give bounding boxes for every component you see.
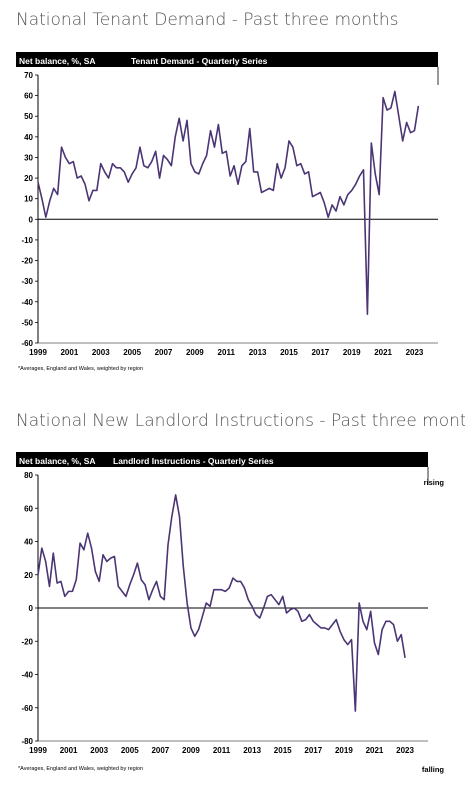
- chart-header-title: Tenant Demand - Quarterly Series: [131, 56, 268, 66]
- tenant-demand-chart-panel: Net balance, %, SA Tenant Demand - Quarte…: [16, 52, 446, 382]
- section-title-tenant-demand: National Tenant Demand - Past three mont…: [16, 10, 399, 30]
- x-tick-label: 2005: [123, 348, 141, 357]
- landlord-instructions-chart-panel: Net balance, %, SA Landlord Instructions …: [16, 452, 446, 787]
- y-tick-label: 10: [24, 195, 33, 204]
- chart-footnote: *Averages, England and Wales, weighted b…: [18, 366, 143, 372]
- x-tick-label: 2011: [218, 348, 236, 357]
- chart-header-title: Landlord Instructions - Quarterly Series: [113, 456, 274, 466]
- y-tick-label: -50: [21, 318, 33, 327]
- chart-header-left-label: Net balance, %, SA: [19, 456, 96, 466]
- x-tick-label: 1999: [29, 746, 47, 755]
- chart-svg: Net balance, %, SA Landlord Instructions …: [16, 452, 445, 774]
- y-tick-label: -80: [21, 737, 33, 746]
- rising-label: rising: [424, 478, 445, 487]
- x-tick-label: 2003: [90, 746, 108, 755]
- y-tick-label: -60: [21, 704, 33, 713]
- y-tick-label: 60: [24, 92, 33, 101]
- x-tick-label: 2021: [366, 746, 384, 755]
- chart-header-bar: [16, 52, 438, 67]
- y-tick-label: -20: [21, 637, 33, 646]
- chart-footnote: *Averages, England and Wales, weighted b…: [18, 766, 143, 772]
- y-tick-label: 70: [24, 71, 33, 80]
- section-title-landlord-instructions: National New Landlord Instructions - Pas…: [16, 411, 465, 431]
- x-tick-label: 2017: [304, 746, 322, 755]
- y-tick-label: 40: [24, 538, 33, 547]
- chart-header-bar: [16, 452, 428, 467]
- x-tick-label: 2009: [182, 746, 200, 755]
- x-tick-label: 2015: [274, 746, 292, 755]
- x-tick-label: 2023: [396, 746, 414, 755]
- x-tick-label: 2023: [406, 348, 424, 357]
- x-tick-label: 2019: [343, 348, 361, 357]
- chart-header-left-label: Net balance, %, SA: [19, 56, 96, 66]
- x-tick-label: 2021: [374, 348, 392, 357]
- x-tick-label: 1999: [29, 348, 47, 357]
- x-tick-label: 2003: [92, 348, 110, 357]
- y-tick-label: -40: [21, 671, 33, 680]
- x-tick-label: 2015: [280, 348, 298, 357]
- y-tick-label: 80: [24, 471, 33, 480]
- series-line: [37, 90, 420, 315]
- x-tick-label: 2011: [213, 746, 231, 755]
- x-tick-label: 2005: [121, 746, 139, 755]
- y-tick-label: -10: [21, 236, 33, 245]
- x-tick-label: 2009: [186, 348, 204, 357]
- y-tick-label: -60: [21, 339, 33, 348]
- falling-label: falling: [422, 765, 445, 774]
- y-tick-label: 60: [24, 504, 33, 513]
- x-tick-label: 2007: [151, 746, 169, 755]
- series-line: [37, 494, 406, 712]
- y-tick-label: -30: [21, 277, 33, 286]
- y-tick-label: -20: [21, 257, 33, 266]
- x-tick-label: 2019: [335, 746, 353, 755]
- y-tick-label: 30: [24, 153, 33, 162]
- y-tick-label: 0: [29, 604, 34, 613]
- x-tick-label: 2013: [249, 348, 267, 357]
- y-tick-label: 40: [24, 133, 33, 142]
- y-tick-label: 0: [29, 215, 34, 224]
- x-tick-label: 2013: [243, 746, 261, 755]
- x-tick-label: 2007: [155, 348, 173, 357]
- x-tick-label: 2001: [60, 348, 78, 357]
- y-tick-label: 20: [24, 174, 33, 183]
- y-tick-label: -40: [21, 298, 33, 307]
- x-tick-label: 2017: [311, 348, 329, 357]
- x-tick-label: 2001: [60, 746, 78, 755]
- y-tick-label: 20: [24, 571, 33, 580]
- chart-svg: Net balance, %, SA Tenant Demand - Quarte…: [16, 52, 439, 372]
- y-tick-label: 50: [24, 112, 33, 121]
